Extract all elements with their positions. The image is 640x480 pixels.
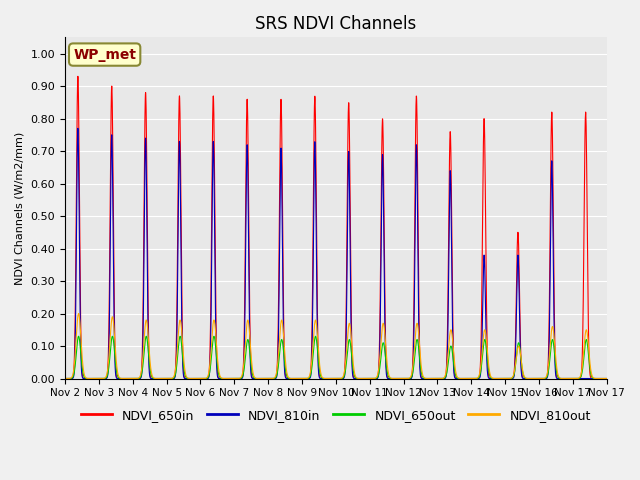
NDVI_810out [453,373,461,379]
Line: NDVI_810out: NDVI_810out [65,313,607,379]
NDVI_810in [488,376,495,382]
NDVI_810in [405,376,413,382]
NDVI_810out [75,311,83,316]
NDVI_810out [172,361,180,367]
NDVI_810in [597,376,605,382]
NDVI_650out [75,334,83,339]
Text: WP_met: WP_met [73,48,136,61]
NDVI_650in [488,376,495,382]
NDVI_810out [488,374,495,380]
NDVI_650in [172,350,180,356]
Legend: NDVI_650in, NDVI_810in, NDVI_650out, NDVI_810out: NDVI_650in, NDVI_810in, NDVI_650out, NDV… [76,404,596,427]
NDVI_810in [74,125,82,131]
NDVI_650in [61,376,69,382]
NDVI_650in [74,73,82,79]
NDVI_810in [603,376,611,382]
NDVI_650in [520,376,528,382]
NDVI_650out [405,375,413,381]
NDVI_650out [172,368,180,373]
NDVI_810in [453,376,461,382]
NDVI_650in [405,376,413,382]
NDVI_810out [597,376,605,382]
NDVI_810out [61,376,69,382]
NDVI_650out [488,375,495,381]
NDVI_650in [603,376,611,382]
NDVI_650out [603,376,611,382]
Line: NDVI_810in: NDVI_810in [65,128,607,379]
NDVI_810in [172,364,180,370]
NDVI_650out [597,376,605,382]
NDVI_650out [61,376,69,382]
NDVI_810out [603,376,611,382]
NDVI_650in [597,376,605,382]
Title: SRS NDVI Channels: SRS NDVI Channels [255,15,417,33]
Line: NDVI_650in: NDVI_650in [65,76,607,379]
NDVI_810out [405,375,413,381]
NDVI_810in [61,376,69,382]
NDVI_650out [453,375,461,381]
NDVI_810out [520,373,528,379]
NDVI_810in [520,376,528,382]
NDVI_650in [453,376,461,382]
NDVI_650out [520,374,528,380]
Y-axis label: NDVI Channels (W/m2/mm): NDVI Channels (W/m2/mm) [15,132,25,285]
Line: NDVI_650out: NDVI_650out [65,336,607,379]
